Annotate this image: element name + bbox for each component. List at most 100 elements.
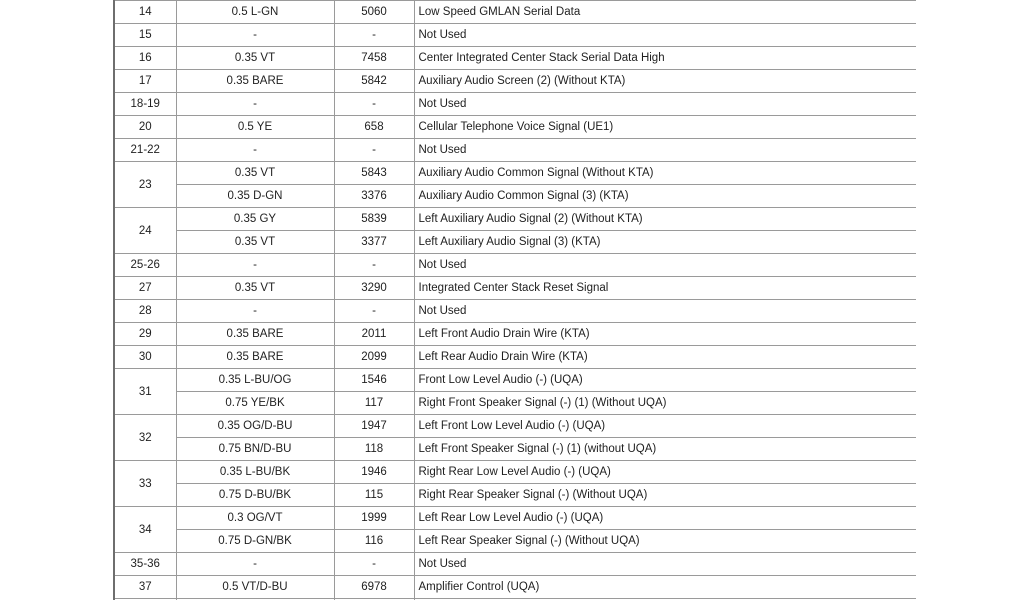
table-row [113, 598, 916, 600]
cell-description: Integrated Center Stack Reset Signal [413, 276, 916, 300]
cell-pin: 24 [113, 207, 177, 254]
cell-circuit: - [333, 92, 415, 116]
cell-wire: 0.35 L-BU/BK [175, 460, 335, 484]
table-row: 0.35 D-GN 3376 Auxiliary Audio Common Sign… [114, 184, 916, 208]
cell-description: Not Used [413, 138, 916, 162]
cell-wire: 0.35 OG/D-BU [175, 414, 335, 438]
connector-pinout-table: 14 0.5 L-GN 5060 Low Speed GMLAN Serial Dat… [113, 0, 916, 600]
table-row: 31 0.35 L-BU/OG 1546 Front Low Level Audio … [113, 368, 916, 415]
cell-circuit: - [333, 253, 415, 277]
cell-description: Center Integrated Center Stack Serial Da… [413, 46, 916, 70]
cell-wire: 0.75 YE/BK [175, 391, 335, 415]
cell-circuit: 5843 [333, 161, 415, 185]
cell-pin: 27 [113, 276, 177, 300]
table-row: 32 0.35 OG/D-BU 1947 Left Front Low Level A… [113, 414, 916, 461]
cell-circuit: 3376 [333, 184, 415, 208]
cell-wire: - [175, 23, 335, 47]
pinout-table-body: 14 0.5 L-GN 5060 Low Speed GMLAN Serial Dat… [113, 0, 916, 600]
cell-pin: 29 [113, 322, 177, 346]
cell-pin: 14 [113, 0, 177, 24]
cell-description: Left Rear Low Level Audio (-) (UQA) [413, 506, 916, 530]
cell-pin: 17 [113, 69, 177, 93]
cell-pin: 37 [113, 575, 177, 599]
cell-wire: 0.35 BARE [175, 345, 335, 369]
cell-pin: 30 [113, 345, 177, 369]
cell-wire: 0.5 VT/D-BU [175, 575, 335, 599]
cell-circuit: 5839 [333, 207, 415, 231]
cell-pin: 31 [113, 368, 177, 415]
cell-description: Right Front Speaker Signal (-) (1) (With… [413, 391, 916, 415]
cell-circuit: 115 [333, 483, 415, 507]
cell-pin: 34 [113, 506, 177, 553]
table-row: 16 0.35 VT 7458 Center Integrated Center St… [113, 46, 916, 70]
cell-description: Left Front Low Level Audio (-) (UQA) [413, 414, 916, 438]
cell-wire: 0.35 VT [175, 161, 335, 185]
table-row: 0.75 D-BU/BK 115 Right Rear Speaker Signal… [114, 483, 916, 507]
cell-description: Not Used [413, 253, 916, 277]
table-row: 18-19- - Not Used [113, 92, 916, 116]
cell-circuit: 118 [333, 437, 415, 461]
cell-wire: 0.75 D-GN/BK [175, 529, 335, 553]
cell-description: Left Front Audio Drain Wire (KTA) [413, 322, 916, 346]
cell-wire: - [175, 299, 335, 323]
cell-description: Not Used [413, 23, 916, 47]
cell-circuit: 3377 [333, 230, 415, 254]
table-row: 27 0.35 VT 3290 Integrated Center Stack Res… [113, 276, 916, 300]
table-row: 35-36- - Not Used [113, 552, 916, 576]
cell-wire: - [175, 92, 335, 116]
cell-circuit: - [333, 299, 415, 323]
cell-circuit: 2011 [333, 322, 415, 346]
cell-circuit: 1947 [333, 414, 415, 438]
table-row: 15- - Not Used [113, 23, 916, 47]
cell-circuit: - [333, 552, 415, 576]
table-row: 14 0.5 L-GN 5060 Low Speed GMLAN Serial Dat… [113, 0, 916, 24]
cell-pin: 25-26 [113, 253, 177, 277]
cell-description: Left Front Speaker Signal (-) (1) (witho… [413, 437, 916, 461]
cell-wire: 0.35 D-GN [175, 184, 335, 208]
cell-circuit: 1999 [333, 506, 415, 530]
cell-wire: - [175, 552, 335, 576]
cell-wire: 0.35 VT [175, 276, 335, 300]
cell-circuit: 7458 [333, 46, 415, 70]
table-row: 20 0.5 YE 658 Cellular Telephone Voice Sign… [113, 115, 916, 139]
cell-circuit: 116 [333, 529, 415, 553]
cell-description: Not Used [413, 299, 916, 323]
table-row: 33 0.35 L-BU/BK 1946 Right Rear Low Level A… [113, 460, 916, 507]
cell-circuit: 6978 [333, 575, 415, 599]
table-row: 17 0.35 BARE 5842 Auxiliary Audio Screen (2… [113, 69, 916, 93]
cell-pin: 20 [113, 115, 177, 139]
cell-pin: 33 [113, 460, 177, 507]
table-row: 29 0.35 BARE 2011 Left Front Audio Drain Wi… [113, 322, 916, 346]
cell-description: Amplifier Control (UQA) [413, 575, 916, 599]
cell-description: Auxiliary Audio Common Signal (3) (KTA) [413, 184, 916, 208]
cell-wire: 0.35 GY [175, 207, 335, 231]
cell-pin: 21-22 [113, 138, 177, 162]
cell-circuit: 2099 [333, 345, 415, 369]
cell-description: Not Used [413, 552, 916, 576]
cell-description: Cellular Telephone Voice Signal (UE1) [413, 115, 916, 139]
table-row: 34 0.3 OG/VT 1999 Left Rear Low Level Audio… [113, 506, 916, 553]
cell-circuit: 5060 [333, 0, 415, 24]
cell-circuit: 117 [333, 391, 415, 415]
cell-circuit: 1546 [333, 368, 415, 392]
cell-description: Not Used [413, 92, 916, 116]
table-row: 0.35 VT 3377 Left Auxiliary Audio Signal (… [114, 230, 916, 254]
cell-pin: 16 [113, 46, 177, 70]
cell-circuit: 3290 [333, 276, 415, 300]
table-row: 0.75 D-GN/BK 116 Left Rear Speaker Signal … [114, 529, 916, 553]
cell-pin: 32 [113, 414, 177, 461]
cell-description: Left Auxiliary Audio Signal (2) (Without… [413, 207, 916, 231]
cell-wire: - [175, 138, 335, 162]
cell-wire: 0.75 BN/D-BU [175, 437, 335, 461]
cell-pin: 23 [113, 161, 177, 208]
cell-circuit: - [333, 23, 415, 47]
cell-description: Left Rear Speaker Signal (-) (Without UQ… [413, 529, 916, 553]
table-row: 23 0.35 VT 5843 Auxiliary Audio Common Sign… [113, 161, 916, 208]
cell-description [413, 598, 916, 600]
cell-description: Low Speed GMLAN Serial Data [413, 0, 916, 24]
cell-description: Auxiliary Audio Common Signal (Without K… [413, 161, 916, 185]
cell-pin: 35-36 [113, 552, 177, 576]
cell-wire: 0.35 BARE [175, 69, 335, 93]
cell-pin: 18-19 [113, 92, 177, 116]
